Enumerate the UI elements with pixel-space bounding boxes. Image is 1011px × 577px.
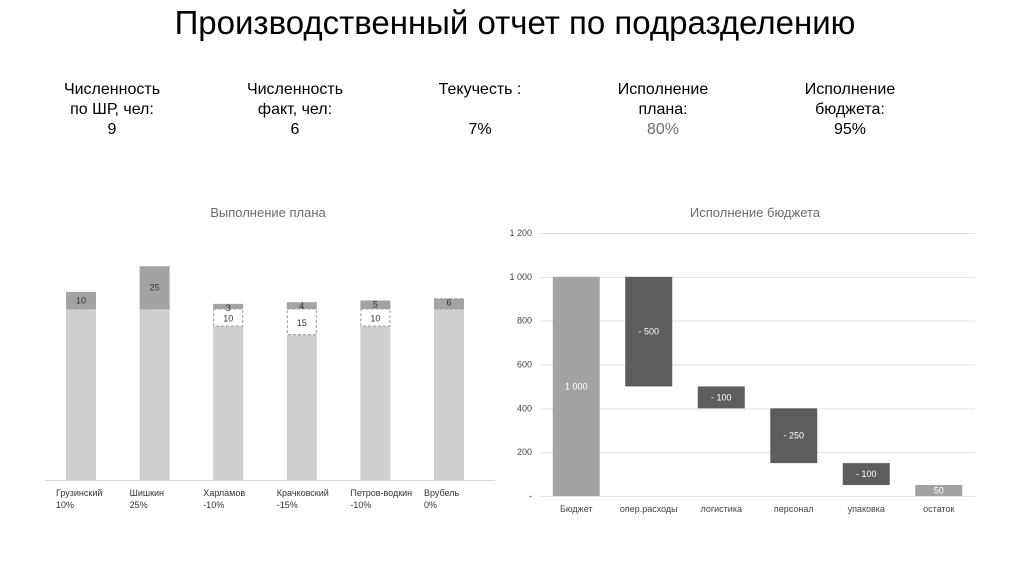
plan-percent-label: 10% (56, 500, 74, 510)
budget-bar-label: - 100 (856, 469, 877, 479)
kpi-label-line: факт, чел: (257, 101, 333, 118)
kpi-value: 95% (833, 121, 867, 138)
budget-bar-decrease (625, 276, 673, 387)
plan-bar-base (66, 309, 96, 480)
plan-bar-gap-label: 15 (297, 318, 307, 328)
budget-bar-remainder (915, 485, 963, 496)
kpi-label: Численность факт, чел: (225, 80, 365, 120)
budget-bar-decrease (697, 386, 745, 409)
plan-bar-over-label: 5 (373, 299, 378, 309)
budget-bar-label: - 250 (783, 431, 804, 441)
budget-category-label: логистика (701, 504, 742, 514)
plan-percent-label: 0% (424, 500, 437, 510)
budget-y-tick-label: 1 200 (509, 228, 532, 238)
kpi-value: 9 (107, 121, 117, 138)
kpi-label-line: Текучесть : (438, 81, 522, 98)
budget-category-label: опер.расходы (620, 504, 678, 514)
budget-chart-svg: Исполнение бюджета - 200 400 600 800 1 000 1 20… (509, 205, 975, 514)
plan-bar-over-label: 6 (446, 298, 451, 308)
plan-bar-base (213, 326, 244, 480)
budget-y-tick-label: 1 000 (509, 272, 532, 282)
plan-bar-over (139, 266, 170, 309)
plan-bar-gap-label: 10 (370, 314, 380, 324)
plan-chart-title: Выполнение плана (210, 205, 326, 220)
kpi-label-line: Исполнение (617, 81, 709, 98)
kpi-label-line: Численность (63, 81, 161, 98)
budget-category-label: упаковка (848, 504, 885, 514)
budget-category-label: остаток (923, 504, 954, 514)
kpi-label: Численность по ШР, чел: (42, 80, 182, 120)
kpi-label-line: плана: (638, 101, 688, 118)
budget-chart: Исполнение бюджета - 200 400 600 800 1 000 1 20… (500, 198, 990, 528)
plan-bar-gap (213, 308, 244, 327)
plan-bar-over (360, 300, 391, 309)
kpi-budget-execution: Исполнение бюджета: 95% (780, 80, 920, 140)
plan-bar-over-label: 3 (226, 303, 231, 313)
kpi-label: Исполнение бюджета: (780, 80, 920, 120)
plan-category-label: Крачковский (277, 488, 329, 498)
plan-bar-base (139, 309, 170, 480)
budget-y-tick-label: - (529, 491, 532, 501)
budget-bar-label: 50 (934, 486, 944, 496)
kpi-label-line: бюджета: (815, 101, 885, 118)
plan-bar-gap (360, 308, 391, 327)
kpi-headcount-fact: Численность факт, чел: 6 (225, 80, 365, 140)
plan-category-label: Харламов (203, 488, 245, 498)
kpi-row: Численность по ШР, чел: 9 Численность фа… (0, 80, 1011, 150)
budget-chart-title: Исполнение бюджета (690, 205, 821, 220)
budget-bar-decrease (770, 408, 818, 464)
plan-percent-label: -15% (277, 500, 298, 510)
plan-bar-base (434, 309, 464, 480)
plan-chart: Выполнение плана110Грузинский10%225Шишки… (40, 198, 500, 518)
plan-bar-over-label: 4 (299, 301, 304, 311)
kpi-value: 6 (290, 121, 300, 138)
budget-bar-decrease (842, 463, 890, 486)
plan-category-label: Петров-водкин (350, 488, 412, 498)
plan-bar-over-label: 10 (76, 295, 86, 305)
budget-bar-label: 1 000 (565, 381, 588, 391)
plan-bar-over (434, 298, 464, 309)
budget-category-label: персонал (774, 504, 814, 514)
kpi-label: Текучесть : (410, 80, 550, 120)
budget-category-label: Бюджет (560, 504, 593, 514)
plan-percent-label: -10% (203, 500, 224, 510)
budget-bar-label: - 500 (638, 327, 659, 337)
kpi-plan-execution: Исполнение плана: 80% (593, 80, 733, 140)
kpi-headcount-plan: Численность по ШР, чел: 9 (42, 80, 182, 140)
plan-bar-gap-label: 10 (223, 314, 233, 324)
plan-bar-over-label: 25 (150, 283, 160, 293)
plan-bar-base (286, 334, 317, 480)
plan-category-label: Грузинский (56, 488, 102, 498)
budget-y-tick-label: 400 (517, 403, 532, 413)
budget-y-tick-label: 200 (517, 447, 532, 457)
kpi-turnover: Текучесть : 7% (410, 80, 550, 140)
kpi-value: 80% (646, 121, 680, 138)
kpi-value: 7% (468, 121, 492, 138)
plan-percent-label: 25% (130, 500, 148, 510)
kpi-label-line: по ШР, чел: (70, 101, 154, 118)
plan-chart-svg: Выполнение плана110Грузинский10%225Шишки… (45, 205, 495, 510)
plan-category-label: Врубель (424, 488, 460, 498)
kpi-label-line: Исполнение (804, 81, 896, 98)
plan-bar-over (286, 302, 317, 309)
kpi-label: Исполнение плана: (593, 80, 733, 120)
plan-bar-gap (286, 308, 317, 336)
plan-bar-over (66, 291, 96, 309)
budget-bar-label: - 100 (711, 392, 732, 402)
budget-y-tick-label: 600 (517, 360, 532, 370)
plan-percent-label: -10% (350, 500, 371, 510)
budget-y-tick-label: 800 (517, 316, 532, 326)
plan-category-label: Шишкин (130, 488, 164, 498)
plan-bar-over (213, 303, 244, 309)
page-title: Производственный отчет по подразделению (174, 4, 856, 41)
budget-bar-total (552, 276, 600, 496)
kpi-label-line: Численность (246, 81, 344, 98)
plan-bar-base (360, 326, 391, 480)
